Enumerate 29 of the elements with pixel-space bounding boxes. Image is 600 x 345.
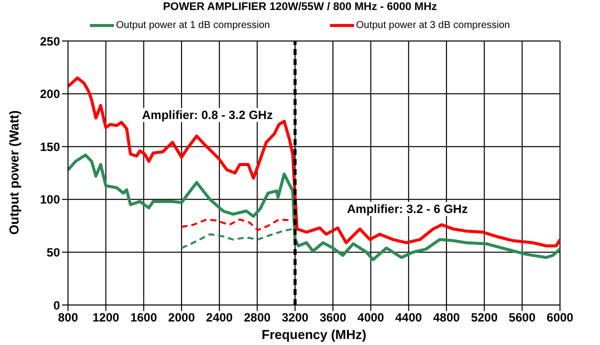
x-tick-label: 6000 (546, 310, 574, 325)
annotation: Amplifier: 3.2 - 6 GHz (345, 202, 470, 216)
x-tick-label: 4800 (433, 310, 460, 325)
annotation: Amplifier: 0.8 - 3.2 GHz (140, 108, 275, 122)
legend-label: Output power at 3 dB compression (355, 20, 510, 31)
x-tick-label: 1200 (92, 310, 120, 325)
x-tick-label: 2000 (168, 310, 196, 325)
y-tick-label: 250 (40, 34, 60, 48)
x-tick-label: 4000 (357, 310, 384, 325)
x-tick-label: 2800 (244, 310, 271, 325)
x-tick-label: 3200 (282, 310, 309, 325)
legend-label: Output power at 1 dB compression (115, 20, 270, 31)
line-series (180, 218, 294, 232)
y-tick-label: 150 (40, 140, 60, 154)
y-tick-label: 50 (46, 245, 60, 260)
x-axis-title: Frequency (MHz) (260, 327, 368, 342)
x-tick-label: 800 (58, 310, 78, 325)
x-tick-label: 5600 (508, 310, 536, 325)
x-tick-label: 5200 (470, 310, 498, 325)
line-series (180, 228, 294, 249)
y-axis-title: Output power (Watt) (6, 109, 22, 237)
y-tick-label: 100 (40, 192, 60, 207)
y-tick-label: 200 (40, 87, 60, 102)
x-tick-label: 1600 (130, 310, 158, 325)
x-tick-label: 2400 (206, 310, 234, 325)
y-tick-label: 0 (53, 298, 60, 312)
x-tick-label: 3600 (320, 310, 347, 325)
chart-title: POWER AMPLIFIER 120W/55W / 800 MHz - 6000 MHz (162, 1, 438, 13)
x-tick-label: 4400 (395, 310, 422, 325)
